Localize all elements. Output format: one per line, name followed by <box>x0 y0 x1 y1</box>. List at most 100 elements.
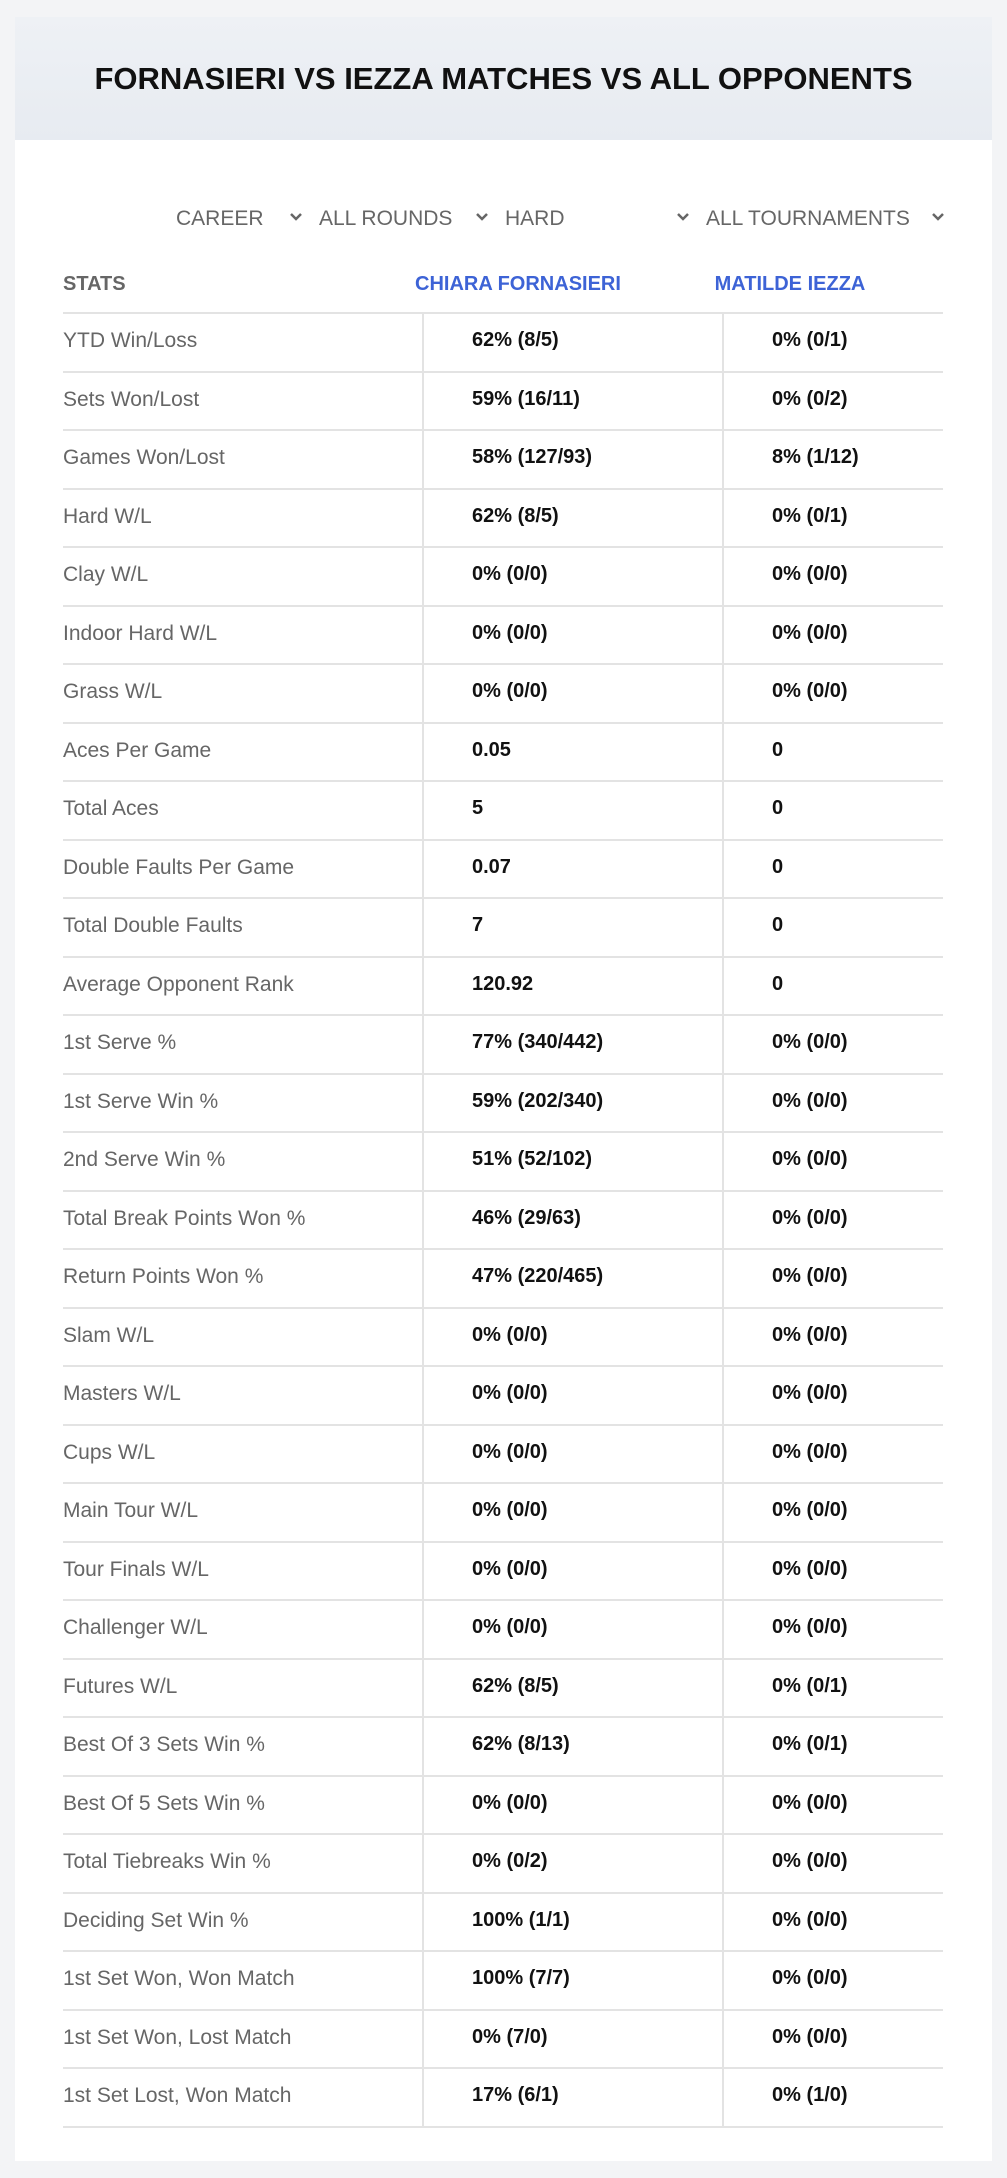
stat-value: 0% (0/0) <box>772 1440 848 1463</box>
stat-label: 1st Set Won, Lost Match <box>63 2025 292 2049</box>
stat-value: 0.07 <box>472 855 511 878</box>
stat-label: Sets Won/Lost <box>63 387 200 411</box>
stat-value: 59% (16/11) <box>472 387 580 410</box>
stat-label: Hard W/L <box>63 504 152 528</box>
stat-label: Indoor Hard W/L <box>63 621 218 645</box>
row-divider <box>63 838 943 841</box>
stat-value: 0% (0/0) <box>472 1499 548 1522</box>
stat-label: Slam W/L <box>63 1323 155 1347</box>
stat-label: Clay W/L <box>63 563 149 587</box>
stat-value: 0% (0/0) <box>772 1791 848 1814</box>
stat-value: 0% (1/0) <box>772 2084 848 2107</box>
stat-value: 100% (1/1) <box>472 1908 570 1931</box>
stat-label: YTD Win/Loss <box>63 329 198 353</box>
row-divider <box>63 1423 943 1426</box>
stat-value: 17% (6/1) <box>472 2084 559 2107</box>
stat-label: 1st Serve Win % <box>63 1089 219 1113</box>
stat-label: 1st Set Won, Won Match <box>63 1967 295 1991</box>
stat-label: Return Points Won % <box>63 1265 264 1289</box>
filter-dropdown[interactable]: ALL TOURNAMENTS <box>706 207 910 230</box>
stat-label: 1st Set Lost, Won Match <box>63 2084 292 2108</box>
stat-value: 0% (0/0) <box>772 1031 848 1054</box>
stat-value: 0% (0/0) <box>472 680 548 703</box>
stat-label: Games Won/Lost <box>63 446 225 470</box>
row-divider <box>63 1774 943 1777</box>
stat-label: Double Faults Per Game <box>63 855 295 879</box>
stat-value: 0% (0/0) <box>472 1616 548 1639</box>
stat-value: 0% (0/0) <box>772 1557 848 1580</box>
row-divider <box>63 429 943 431</box>
stat-value: 0% (0/0) <box>772 1265 848 1288</box>
chevron-icon <box>289 209 302 221</box>
stat-value: 0% (0/0) <box>472 1440 548 1463</box>
stat-label: Futures W/L <box>63 1674 178 1698</box>
row-divider <box>63 2008 943 2011</box>
stat-value: 0% (7/0) <box>472 2025 548 2048</box>
stat-label: Cups W/L <box>63 1440 156 1464</box>
stat-value: 0% (0/1) <box>772 504 848 527</box>
stat-value: 51% (52/102) <box>472 1148 593 1171</box>
stat-label: Aces Per Game <box>63 738 212 762</box>
stat-value: 62% (8/13) <box>472 1733 570 1756</box>
stat-value: 0% (0/0) <box>772 1148 848 1171</box>
column-header: STATS <box>63 273 126 295</box>
filter-dropdown[interactable]: HARD <box>505 207 565 230</box>
stat-label: 2nd Serve Win % <box>63 1148 226 1172</box>
stat-value: 47% (220/465) <box>472 1265 604 1288</box>
stat-value: 0% (0/0) <box>472 1323 548 1346</box>
row-divider <box>63 546 943 548</box>
stat-value: 0 <box>772 797 784 820</box>
stat-value: 0% (0/0) <box>772 1499 848 1522</box>
stat-label: Best Of 5 Sets Win % <box>63 1791 265 1815</box>
card: FORNASIERI VS IEZZA MATCHES VS ALL OPPON… <box>15 17 992 2161</box>
stat-value: 58% (127/93) <box>472 446 593 469</box>
row-divider <box>63 604 943 607</box>
row-divider <box>63 487 943 490</box>
stat-value: 0 <box>772 972 784 995</box>
stat-value: 0% (0/0) <box>772 1616 848 1639</box>
stat-value: 0% (0/0) <box>772 621 848 644</box>
row-divider <box>63 1306 943 1309</box>
filter-dropdown[interactable]: ALL ROUNDS <box>319 207 453 230</box>
stat-label: Total Double Faults <box>63 914 243 938</box>
stat-label: Total Aces <box>63 797 159 821</box>
stat-value: 0% (0/0) <box>772 680 848 703</box>
stat-value: 62% (8/5) <box>472 504 559 527</box>
column-header: MATILDE IEZZA <box>714 273 866 295</box>
row-divider <box>63 1891 943 1894</box>
row-divider <box>63 780 943 782</box>
column-divider <box>722 312 724 2126</box>
chevron-icon <box>475 209 488 221</box>
row-divider <box>63 1657 943 1660</box>
stat-value: 0% (0/2) <box>772 387 848 410</box>
filter-dropdown[interactable]: CAREER <box>176 207 264 230</box>
header: FORNASIERI VS IEZZA MATCHES VS ALL OPPON… <box>15 17 992 140</box>
stat-value: 100% (7/7) <box>472 1967 570 1990</box>
stat-value: 0% (0/0) <box>472 1791 548 1814</box>
stat-value: 0% (0/0) <box>472 1382 548 1405</box>
stat-value: 0% (0/0) <box>772 1382 848 1405</box>
stat-value: 120.92 <box>472 972 534 995</box>
row-divider <box>63 1189 943 1192</box>
stat-value: 0% (0/0) <box>772 2025 848 2048</box>
stat-label: Grass W/L <box>63 680 163 704</box>
stat-value: 8% (1/12) <box>772 446 859 469</box>
stat-label: Masters W/L <box>63 1382 181 1406</box>
row-divider <box>63 663 943 665</box>
stat-value: 0 <box>772 855 784 878</box>
row-divider <box>63 1365 943 1367</box>
column-divider <box>422 312 424 2126</box>
row-divider <box>63 1014 943 1016</box>
row-divider <box>63 897 943 899</box>
stat-value: 77% (340/442) <box>472 1031 604 1054</box>
stat-value: 0.05 <box>472 738 511 761</box>
row-divider <box>63 721 943 724</box>
stat-value: 62% (8/5) <box>472 1674 559 1697</box>
stat-value: 0% (0/1) <box>772 1733 848 1756</box>
row-divider <box>63 2125 943 2128</box>
stat-value: 0% (0/2) <box>472 1850 548 1873</box>
row-divider <box>63 1950 943 1952</box>
stat-label: Tour Finals W/L <box>63 1557 209 1581</box>
stat-value: 0% (0/0) <box>772 1967 848 1990</box>
